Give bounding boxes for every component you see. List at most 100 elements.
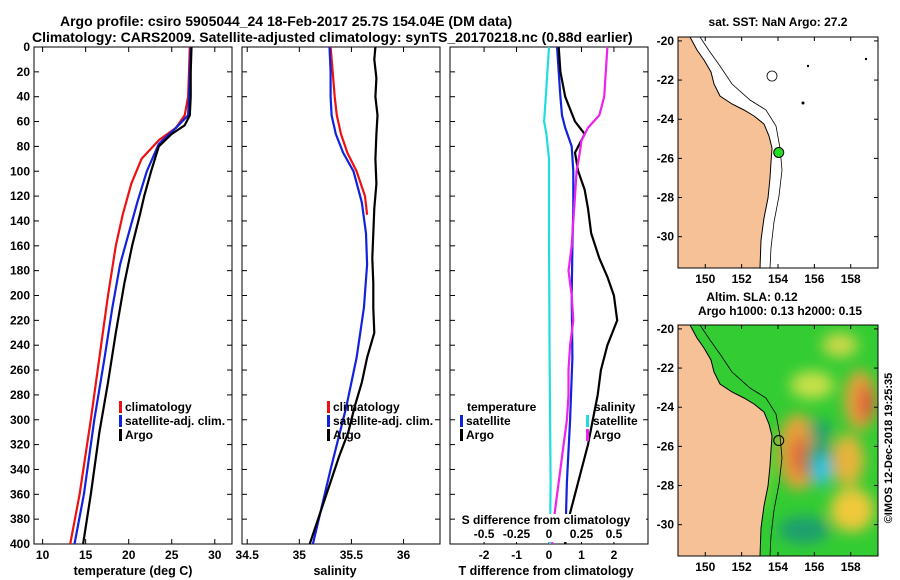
x-tick-label: -2 [479,548,490,562]
lat-tick-label: -26 [657,439,675,453]
salinity-legend: climatology satellite-adj. clim. Argo [327,400,433,442]
s-tick-label: 0.25 [570,527,594,541]
legend-swatch-s-argo [586,429,589,441]
sst-map-panel: sat. SST: NaN Argo: 27.2 150 152 154 156 158… [657,15,879,286]
depth-tick-label: 320 [10,438,30,452]
depth-axis: 0 20 40 60 80 100 120 140 160 180 200 220 240 260 280 3… [10,40,232,551]
lat-tick-label: -20 [657,322,675,336]
lon-tick-label: 156 [804,560,824,574]
sla-map-panel: Altim. SLA: 0.12 Argo h1000: 0.13 h2000:… [657,290,879,574]
coastline-land [678,37,773,268]
legend-label-argo: Argo [333,428,361,442]
lon-tick-label: 150 [695,560,715,574]
depth-tick-label: 140 [10,214,30,228]
shelf-contour [699,325,783,556]
legend-label-s-satellite: satellite [593,414,638,428]
depth-tick-label: 40 [17,90,31,104]
t-difference-xlabel: T difference from climatology [458,564,633,578]
salinity-axes-box [241,46,441,545]
lon-tick-label: 152 [732,272,752,286]
temperature-series [69,46,193,545]
depth-tick-label: 340 [10,462,30,476]
lat-tick-label: -22 [657,73,675,87]
lat-tick-label: -28 [657,191,675,205]
depth-tick-label: 100 [10,164,30,178]
s-difference-xlabel: S difference from climatology [462,513,631,527]
lon-tick-label: 154 [768,272,788,286]
depth-tick-label: 380 [10,512,30,526]
lon-tick-label: 152 [732,560,752,574]
depth-tick-label: 60 [17,115,31,129]
temperature-panel: 0 20 40 60 80 100 120 140 160 180 200 220 240 260 280 3… [10,40,233,578]
temperature-legend: climatology satellite-adj. clim. Argo [119,400,225,442]
imos-copyright: ©IMOS 12-Dec-2018 19:25:35 [883,373,895,524]
reef-dot-icon [801,101,805,105]
series-climatology [69,46,191,545]
difference-panel: -2 -1 0 1 2 S difference from climatology -0… [449,46,649,578]
x-tick-label: 25 [165,548,179,562]
s-tick-label: -0.25 [503,527,531,541]
x-tick-label: 36 [397,548,411,562]
x-tick-label: 1 [578,548,585,562]
s-tick-label: 0.5 [606,527,623,541]
x-tick-label: 30 [208,548,222,562]
lat-tick-label: -30 [657,518,675,532]
legend-swatch-argo [327,429,330,441]
depth-tick-label: 400 [10,537,30,551]
lon-tick-label: 158 [841,560,861,574]
title-line-2: Climatology: CARS2009. Satellite-adjuste… [32,29,633,45]
legend-label-climatology: climatology [333,400,400,414]
x-tick-label: 35.5 [340,548,364,562]
argo-location-marker [773,435,785,446]
depth-tick-label: 0 [23,40,30,54]
s-tick-label: 0 [546,527,553,541]
s-tick-label: -0.5 [474,527,495,541]
lon-tick-label: 154 [768,560,788,574]
legend-label-argo: Argo [125,428,153,442]
sla-map-title-1: Altim. SLA: 0.12 [706,290,798,304]
salinity-panel: 34.5 35 35.5 36 salinity climatology satell… [236,46,441,578]
depth-tick-label: 260 [10,363,30,377]
lon-tick-label: 158 [841,272,861,286]
legend-label-s-argo: Argo [593,428,621,442]
depth-tick-label: 20 [17,65,31,79]
legend-swatch-climatology [119,401,122,413]
s-difference-axis: -0.5 -0.25 0 0.25 0.5 [474,527,623,541]
lat-tick-label: -24 [657,112,675,126]
lon-tick-label: 150 [695,272,715,286]
x-tick-label: -1 [511,548,522,562]
island-icon [766,70,778,82]
salinity-xlabel: salinity [313,564,356,578]
x-tick-label: 10 [36,548,50,562]
sst-map-axes: 150 152 154 156 158 -20 -22 -24 -26 -28 -30 [657,34,878,286]
sla-map-title-2: Argo h1000: 0.13 h2000: 0.15 [698,304,862,318]
legend-label-climatology: climatology [125,400,192,414]
temperature-x-axis: 10 15 20 25 30 [36,47,222,562]
shelf-contour [699,37,783,268]
depth-tick-label: 280 [10,388,30,402]
legend-swatch-t-satellite [460,415,463,427]
x-tick-label: 20 [122,548,136,562]
difference-y-ticks [450,46,648,545]
series-t-satellite [556,46,575,545]
lat-tick-label: -24 [657,400,675,414]
series-satellite-adj-clim- [73,46,192,545]
legend-swatch-t-argo [460,429,463,441]
salinity-x-axis: 34.5 35 35.5 36 [236,47,411,562]
series-s-argo [551,46,609,545]
sst-map-title: sat. SST: NaN Argo: 27.2 [709,15,848,29]
legend-label-satellite-adj: satellite-adj. clim. [333,414,433,428]
lat-tick-label: -30 [657,230,675,244]
series-argo [308,46,379,545]
difference-series [542,46,619,545]
s-axis-label-background [456,514,646,542]
x-tick-label: 34.5 [236,548,260,562]
lon-tick-label: 156 [804,272,824,286]
argo-location-marker [773,147,785,158]
x-tick-label: 35 [293,548,307,562]
depth-tick-label: 120 [10,189,30,203]
series-t-argo [557,46,619,545]
depth-tick-label: 80 [17,139,31,153]
series-satellite-adj-clim- [311,46,369,545]
